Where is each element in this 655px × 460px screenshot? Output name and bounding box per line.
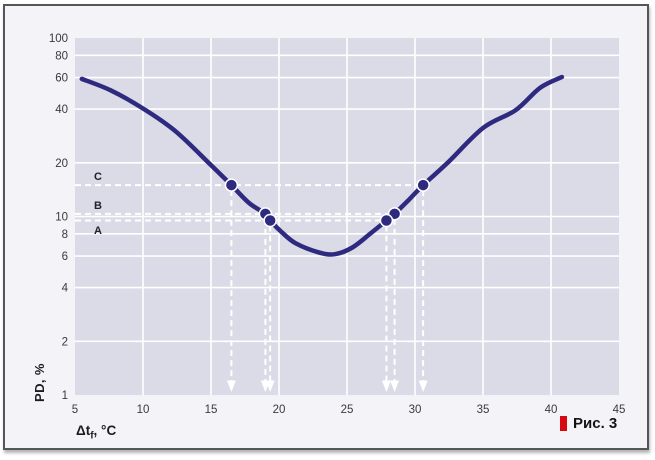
tick-labels: 1 2 4 6 8 10 20 40 60 80 100 5 10 15 20 25 30 35 40 45: [49, 33, 626, 416]
x-tick-label: 40: [545, 404, 558, 416]
x-tick-label: 30: [409, 404, 422, 416]
x-axis-title-main: Δt: [76, 423, 91, 438]
x-axis-title: Δtf, °C: [76, 423, 116, 442]
drop-arrowhead-icon: [381, 380, 391, 392]
curve-point-A: [379, 213, 394, 228]
curve-point-C: [416, 178, 430, 192]
level-label-B: B: [94, 200, 102, 212]
y-tick-label: 40: [55, 104, 68, 116]
gridlines: [75, 38, 619, 395]
level-label-A: A: [94, 225, 102, 237]
figure-caption: Рис. 3: [560, 415, 617, 432]
pd-curve: [79, 74, 565, 257]
x-axis-title-unit: , °C: [93, 423, 117, 438]
x-tick-label: 10: [137, 404, 150, 416]
guide-lines: [75, 184, 428, 392]
y-tick-label: 60: [55, 73, 68, 85]
curve-point-C: [224, 178, 239, 192]
y-tick-label: 8: [62, 229, 68, 241]
y-tick-label: 20: [55, 158, 68, 170]
figure-caption-text: Рис. 3: [573, 415, 618, 432]
drop-arrowhead-icon: [226, 380, 236, 392]
x-tick-label: 25: [341, 404, 354, 416]
y-tick-label: 2: [62, 336, 68, 348]
y-axis-title: PD, %: [32, 363, 47, 402]
y-tick-label: 100: [49, 33, 68, 45]
x-tick-label: 20: [273, 404, 286, 416]
y-tick-label: 6: [62, 251, 68, 263]
drop-arrowhead-icon: [418, 380, 428, 392]
y-tick-label: 10: [55, 212, 68, 224]
x-tick-label: 45: [613, 404, 626, 416]
x-tick-label: 5: [72, 404, 78, 416]
x-axis-title-sub: f: [90, 430, 94, 442]
drop-arrowhead-icon: [390, 380, 400, 392]
curve-point-A: [263, 213, 277, 228]
x-tick-label: 15: [205, 404, 218, 416]
y-tick-label: 80: [55, 50, 68, 62]
y-tick-label: 1: [62, 390, 68, 402]
curve-points: [224, 178, 430, 228]
y-tick-label: 4: [62, 283, 69, 295]
drop-arrowhead-icon: [265, 380, 275, 392]
caption-marker-icon: [560, 416, 567, 431]
level-label-C: C: [94, 171, 102, 183]
x-tick-label: 35: [477, 404, 490, 416]
